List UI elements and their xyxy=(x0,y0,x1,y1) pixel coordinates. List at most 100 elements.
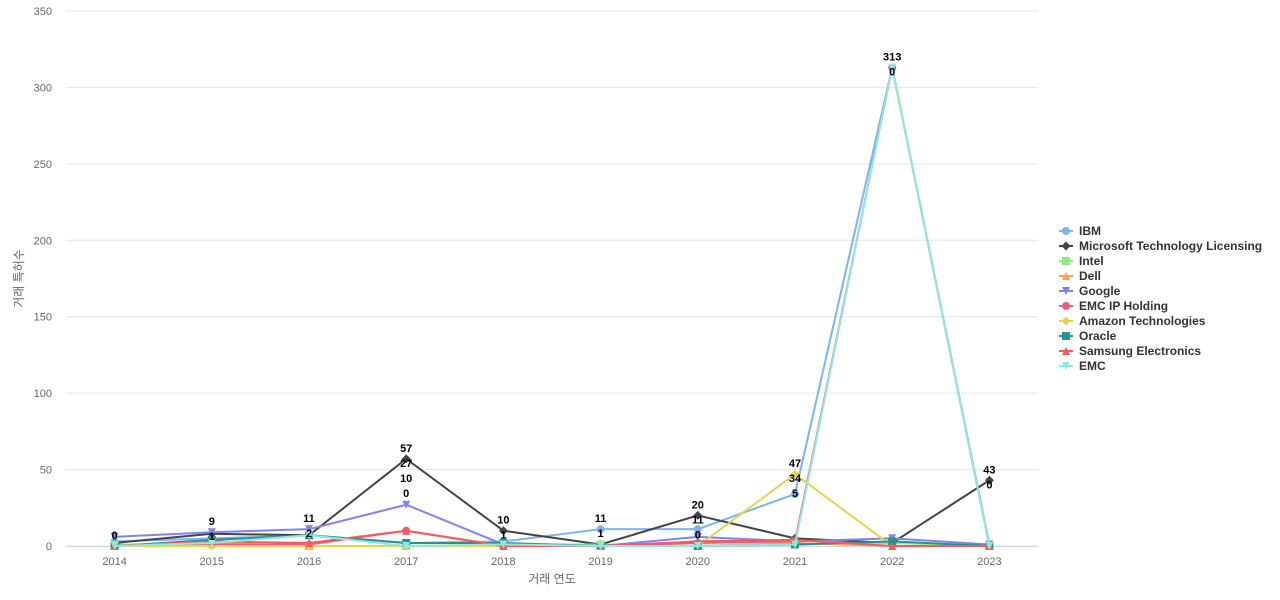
data-point[interactable] xyxy=(498,526,508,536)
data-point[interactable] xyxy=(207,528,216,537)
data-point[interactable] xyxy=(693,510,703,520)
legend-marker xyxy=(1062,362,1070,370)
data-point[interactable] xyxy=(790,469,800,479)
x-tick-label: 2017 xyxy=(394,556,418,568)
legend-item[interactable]: EMC xyxy=(1059,359,1106,373)
data-label: 0 xyxy=(403,488,409,500)
data-point[interactable] xyxy=(110,542,119,550)
y-axis-title: 거래 특허수 xyxy=(12,249,26,308)
y-tick-label: 300 xyxy=(34,82,52,94)
data-point[interactable] xyxy=(110,532,119,541)
data-point[interactable] xyxy=(207,538,216,547)
legend-item[interactable]: Oracle xyxy=(1059,329,1117,343)
y-tick-label: 150 xyxy=(34,312,52,324)
data-point[interactable] xyxy=(693,532,702,541)
data-label: 10 xyxy=(400,473,412,485)
data-label: 0 xyxy=(986,479,992,491)
legend-label: Oracle xyxy=(1079,329,1117,343)
x-tick-label: 2019 xyxy=(588,556,612,568)
series-line[interactable] xyxy=(114,66,991,547)
data-label: 5 xyxy=(792,488,798,500)
data-label: 47 xyxy=(789,458,801,470)
x-tick-label: 2015 xyxy=(200,556,224,568)
x-tick-label: 2014 xyxy=(102,556,126,568)
legend-label: Google xyxy=(1079,284,1121,298)
data-label: 0 xyxy=(889,67,895,79)
data-label: 10 xyxy=(497,515,509,527)
data-point[interactable] xyxy=(402,526,411,535)
data-label: 313 xyxy=(883,52,901,64)
legend-label: Samsung Electronics xyxy=(1079,344,1201,358)
legend-item[interactable]: IBM xyxy=(1059,224,1101,238)
y-tick-label: 250 xyxy=(34,159,52,171)
data-label: 9 xyxy=(209,516,215,528)
legend-marker xyxy=(1062,302,1070,310)
legend-marker xyxy=(1061,241,1071,251)
legend-item[interactable]: Google xyxy=(1059,284,1121,298)
data-point[interactable] xyxy=(305,538,313,547)
data-point[interactable] xyxy=(401,454,411,464)
data-label: 2 xyxy=(306,528,312,540)
x-tick-label: 2021 xyxy=(783,556,807,568)
legend-marker xyxy=(1062,257,1070,265)
series-emc xyxy=(110,63,994,550)
legend-item[interactable]: Samsung Electronics xyxy=(1059,344,1201,358)
legend-item[interactable]: Intel xyxy=(1059,254,1104,268)
data-label: 11 xyxy=(595,513,607,525)
data-point[interactable] xyxy=(985,542,994,550)
x-axis-title: 거래 연도 xyxy=(528,572,576,586)
legend-label: Dell xyxy=(1079,269,1101,283)
data-point[interactable] xyxy=(402,542,411,550)
data-label: 27 xyxy=(400,458,412,470)
legend-item[interactable]: Dell xyxy=(1059,269,1101,283)
y-tick-label: 350 xyxy=(34,6,52,18)
data-point[interactable] xyxy=(984,475,994,485)
legend-label: EMC IP Holding xyxy=(1079,299,1168,313)
data-point[interactable] xyxy=(888,542,897,550)
legend-marker xyxy=(1062,332,1070,340)
data-point[interactable] xyxy=(596,525,605,534)
data-point[interactable] xyxy=(791,540,799,549)
data-label: 34 xyxy=(789,473,802,485)
legend-marker xyxy=(1062,227,1070,235)
data-point[interactable] xyxy=(888,537,897,546)
legend-marker xyxy=(1062,272,1070,280)
data-label: 20 xyxy=(692,499,704,511)
series-lines xyxy=(110,63,994,551)
data-point[interactable] xyxy=(305,525,313,534)
data-label: 57 xyxy=(400,443,412,455)
data-label: 0 xyxy=(695,529,701,541)
series-emc-ip-holding xyxy=(110,63,994,550)
legend-marker xyxy=(1062,347,1070,355)
legend-item[interactable]: Microsoft Technology Licensing xyxy=(1059,239,1262,253)
data-label: 11 xyxy=(692,514,704,526)
data-label: 43 xyxy=(983,464,995,476)
legend-item[interactable]: Amazon Technologies xyxy=(1059,314,1206,328)
legend-label: Microsoft Technology Licensing xyxy=(1079,239,1262,253)
y-tick-label: 50 xyxy=(40,465,52,477)
series-line[interactable] xyxy=(114,66,991,545)
data-point[interactable] xyxy=(693,542,702,550)
legend-label: EMC xyxy=(1079,359,1106,373)
data-point[interactable] xyxy=(596,542,605,550)
data-point[interactable] xyxy=(499,540,508,549)
data-point[interactable] xyxy=(305,531,313,540)
data-point[interactable] xyxy=(402,500,411,509)
data-label: 1 xyxy=(500,530,506,542)
x-tick-label: 2022 xyxy=(880,556,904,568)
y-tick-label: 200 xyxy=(34,235,52,247)
legend-label: IBM xyxy=(1079,224,1101,238)
legend-item[interactable]: EMC IP Holding xyxy=(1059,299,1168,313)
data-point[interactable] xyxy=(888,63,897,72)
series-ibm xyxy=(110,63,994,549)
data-point[interactable] xyxy=(693,525,702,534)
x-tick-label: 2023 xyxy=(977,556,1001,568)
series-line[interactable] xyxy=(114,66,991,547)
data-point[interactable] xyxy=(791,490,799,499)
x-tick-label: 2020 xyxy=(686,556,710,568)
legend-label: Intel xyxy=(1079,254,1104,268)
data-label: 1 xyxy=(598,528,604,540)
x-tick-label: 2018 xyxy=(491,556,515,568)
